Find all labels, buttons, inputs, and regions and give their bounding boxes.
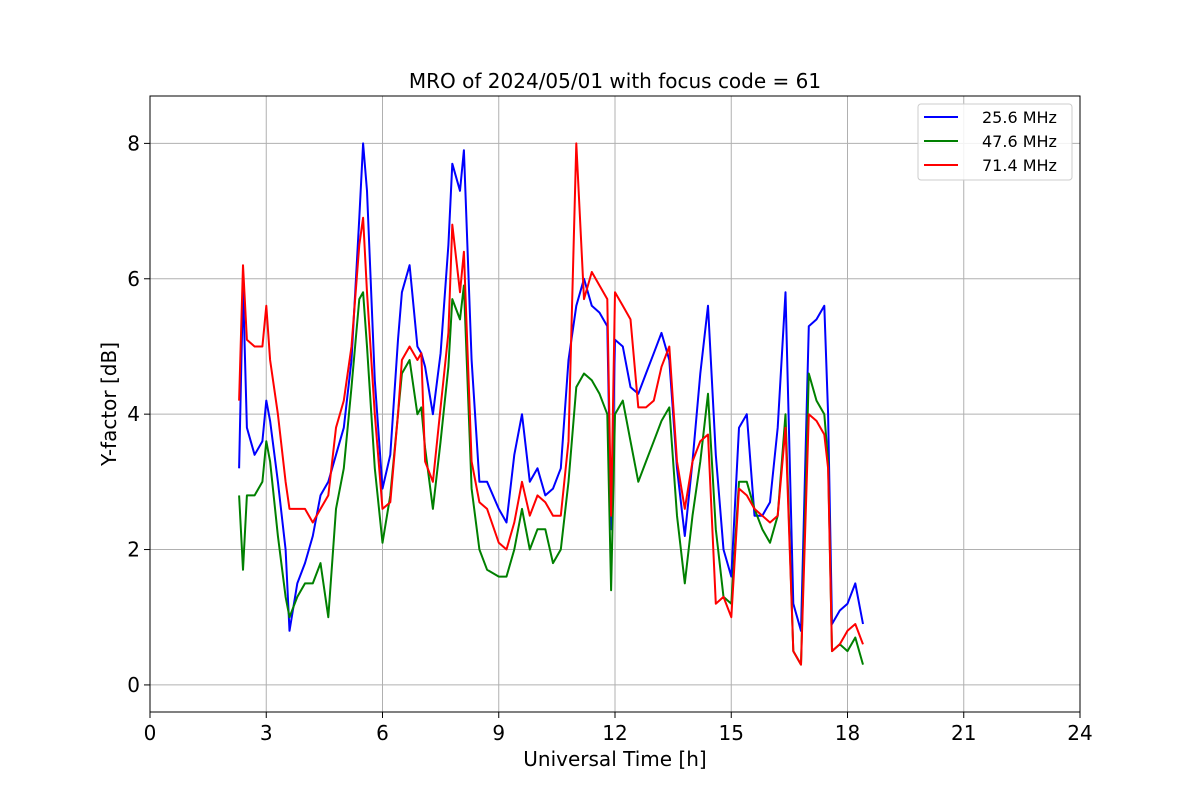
y-tick-label: 0 bbox=[127, 673, 140, 697]
legend-label: 71.4 MHz bbox=[982, 156, 1057, 175]
x-tick-label: 15 bbox=[719, 721, 744, 745]
y-axis-label: Y-factor [dB] bbox=[97, 342, 121, 467]
y-tick-label: 2 bbox=[127, 538, 140, 562]
x-tick-label: 12 bbox=[602, 721, 627, 745]
series-line-2 bbox=[238, 142, 864, 666]
x-tick-label: 0 bbox=[144, 721, 157, 745]
y-axis-ticks: 0 2 4 6 8 bbox=[127, 131, 150, 697]
series-group bbox=[238, 142, 864, 666]
series-line-1 bbox=[238, 284, 864, 666]
x-axis-ticks: 0 3 6 9 12 15 18 21 24 bbox=[144, 712, 1093, 745]
x-tick-label: 3 bbox=[260, 721, 273, 745]
x-tick-label: 6 bbox=[376, 721, 389, 745]
x-tick-label: 21 bbox=[951, 721, 976, 745]
legend-box bbox=[917, 103, 1073, 181]
y-tick-label: 6 bbox=[127, 267, 140, 291]
legend: 25.6 MHz 47.6 MHz 71.4 MHz bbox=[917, 103, 1073, 181]
x-axis-label: Universal Time [h] bbox=[523, 747, 706, 771]
legend-label: 47.6 MHz bbox=[982, 132, 1057, 151]
x-tick-label: 24 bbox=[1067, 721, 1092, 745]
chart-title: MRO of 2024/05/01 with focus code = 61 bbox=[409, 69, 821, 93]
y-tick-label: 8 bbox=[127, 131, 140, 155]
x-tick-label: 9 bbox=[492, 721, 505, 745]
legend-label: 25.6 MHz bbox=[982, 108, 1057, 127]
x-tick-label: 18 bbox=[835, 721, 860, 745]
y-tick-label: 4 bbox=[127, 402, 140, 426]
